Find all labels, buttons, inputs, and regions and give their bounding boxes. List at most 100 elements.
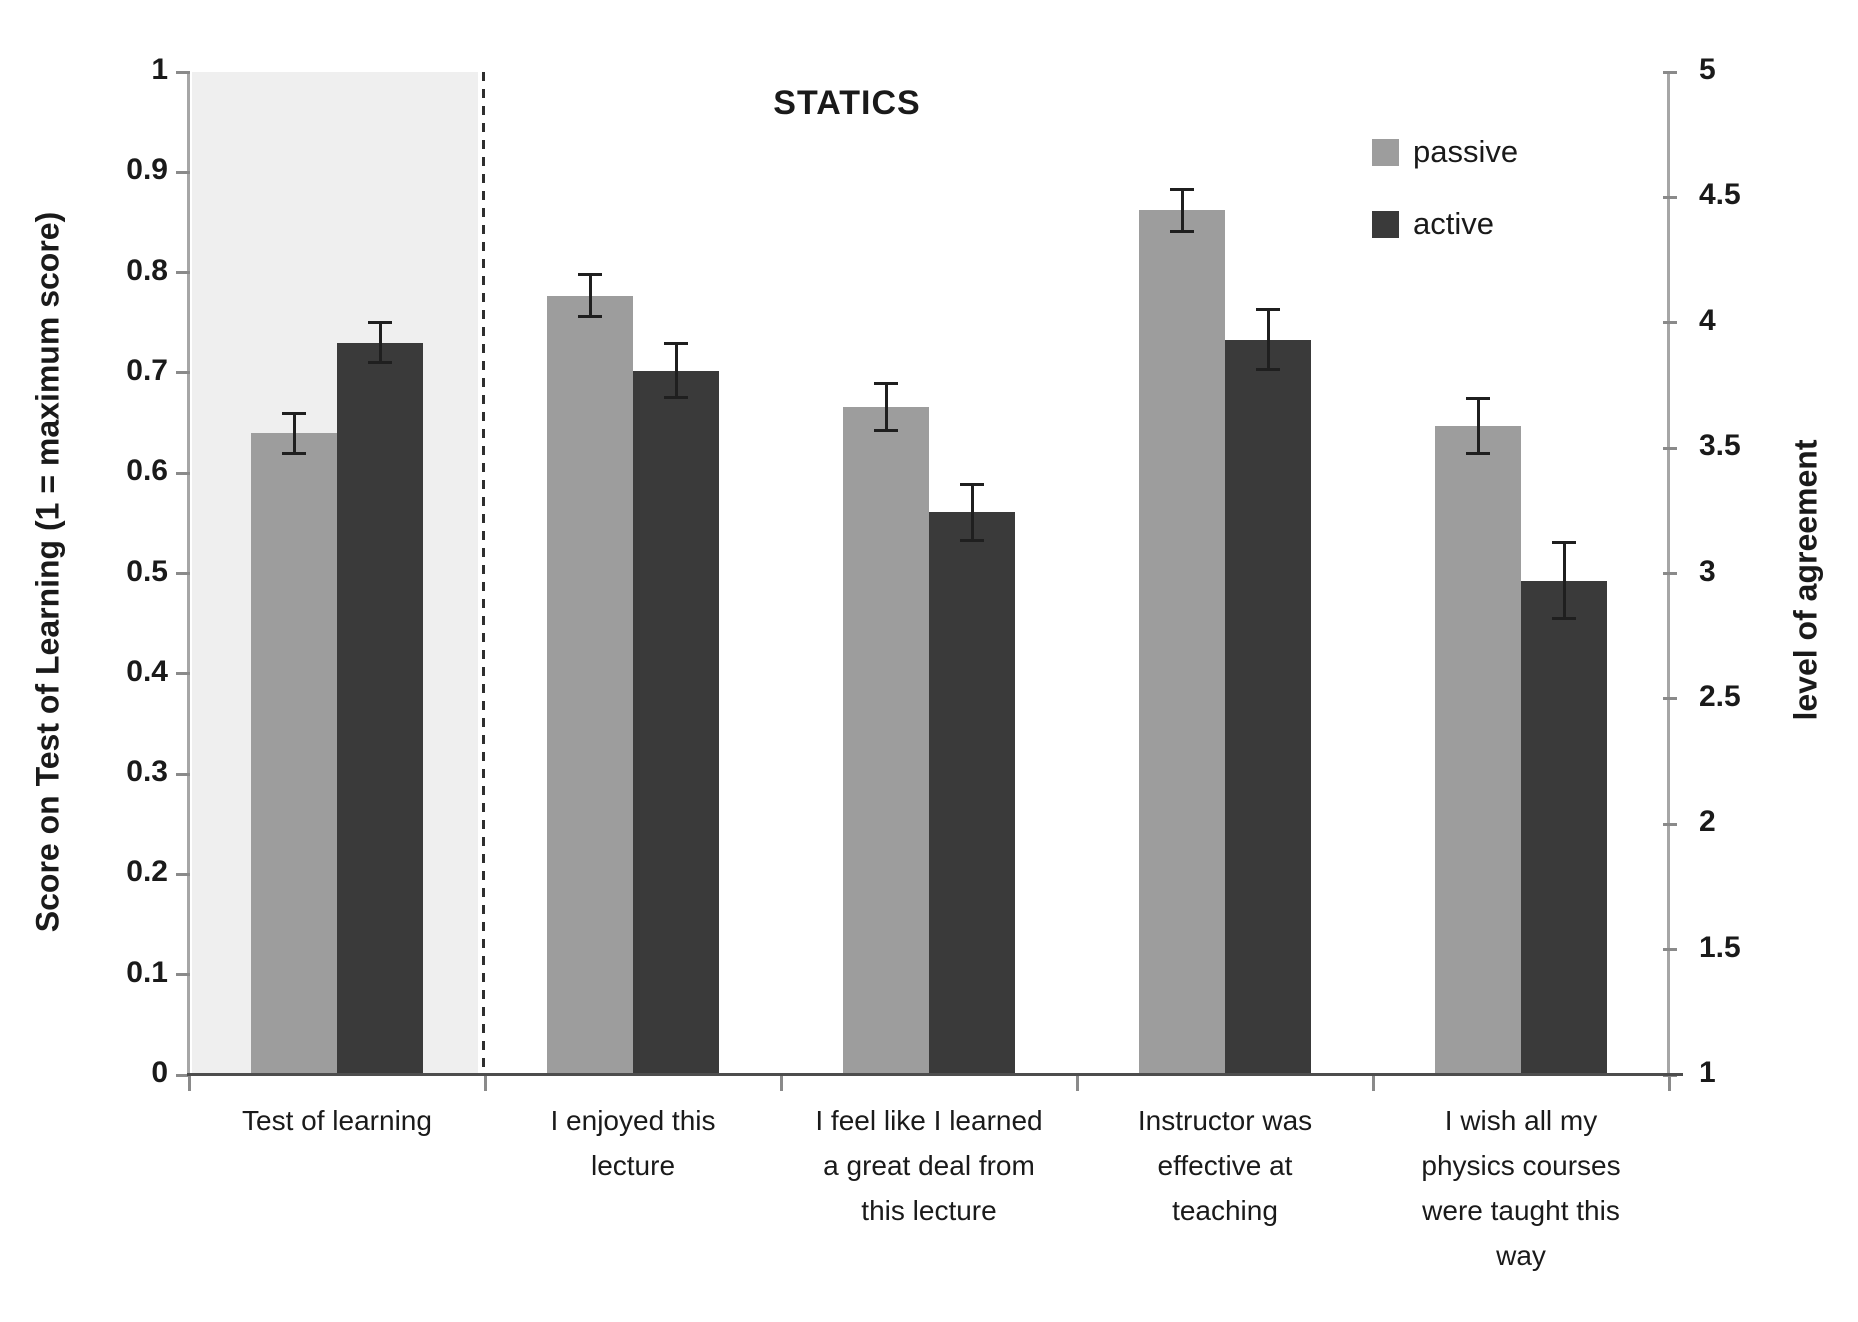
right-axis-tick-mark <box>1663 70 1677 74</box>
left-axis-tick-label: 0.6 <box>126 454 168 488</box>
bar-passive <box>1435 426 1521 1075</box>
error-bar-cap <box>664 342 688 346</box>
error-bar-cap <box>578 315 602 319</box>
x-axis-tick-mark <box>1075 1075 1079 1091</box>
right-axis-tick-mark <box>1663 948 1677 952</box>
passive-swatch-icon <box>1372 138 1399 166</box>
left-axis-tick-label: 0.3 <box>126 755 168 789</box>
right-axis-tick-label: 2 <box>1699 805 1716 839</box>
right-axis-tick-mark <box>1663 572 1677 575</box>
error-bar-cap <box>368 321 392 325</box>
left-axis-tick-label: 0.7 <box>126 353 168 387</box>
error-bar-cap <box>282 411 306 415</box>
x-axis-tick-mark <box>1667 1075 1671 1091</box>
legend: passive active <box>1372 134 1518 242</box>
error-bar-cap <box>874 428 898 432</box>
error-bar-cap <box>368 361 392 365</box>
right-axis-tick-label: 1 <box>1699 1056 1716 1089</box>
left-axis-tick-label: 0.1 <box>126 955 168 989</box>
bar-active <box>337 342 423 1075</box>
dashed-divider <box>482 72 485 1075</box>
left-axis-tick-label: 0.4 <box>126 654 168 688</box>
bar-active <box>1225 339 1311 1075</box>
right-axis-title: level of agreement <box>1787 439 1824 721</box>
left-axis-tick-label: 0.8 <box>126 253 168 287</box>
left-axis-tick-mark <box>176 371 190 375</box>
left-axis-tick-mark <box>176 872 190 876</box>
right-axis-tick-label: 4 <box>1699 303 1716 337</box>
category-label: Instructor was effective at teaching <box>1137 1105 1313 1226</box>
active-swatch-icon <box>1372 210 1399 238</box>
category-label: I enjoyed this lecture <box>550 1105 716 1181</box>
right-axis-tick-label: 1.5 <box>1699 930 1741 964</box>
error-bar-active <box>674 343 678 398</box>
right-axis-tick-label: 5 <box>1699 53 1716 86</box>
legend-item-active: active <box>1372 206 1518 242</box>
error-bar-active <box>970 484 974 541</box>
left-axis-tick-label: 0.5 <box>126 554 168 588</box>
legend-label-active: active <box>1413 206 1494 241</box>
right-axis-tick-mark <box>1663 195 1677 199</box>
left-axis-tick-mark <box>176 271 190 275</box>
error-bar-cap <box>960 482 984 486</box>
error-bar-cap <box>874 382 898 386</box>
x-axis-tick-mark <box>779 1075 783 1091</box>
bar-passive <box>1139 210 1225 1075</box>
x-axis-tick-mark <box>1371 1075 1375 1091</box>
right-axis-tick-mark <box>1663 822 1677 826</box>
right-axis-tick-mark <box>1663 697 1677 701</box>
bar-active <box>929 512 1015 1075</box>
category-label: Test of learning <box>242 1105 432 1136</box>
error-bar-cap <box>1552 617 1576 621</box>
left-axis-tick-mark <box>176 170 190 174</box>
left-axis-tick-label: 0 <box>151 1056 168 1089</box>
error-bar-active <box>1266 309 1270 370</box>
error-bar-passive <box>1476 398 1480 454</box>
bar-active <box>1521 580 1607 1075</box>
error-bar-cap <box>1552 540 1576 544</box>
left-axis-tick-mark <box>176 572 190 575</box>
x-axis-line <box>187 1073 1683 1076</box>
right-axis-tick-mark <box>1663 321 1677 325</box>
legend-label-passive: passive <box>1413 134 1519 169</box>
error-bar-active <box>378 322 382 363</box>
right-axis-tick-label: 3 <box>1699 554 1716 588</box>
error-bar-cap <box>578 273 602 277</box>
right-axis-tick-mark <box>1663 446 1677 450</box>
x-axis-tick-mark <box>483 1075 487 1091</box>
error-bar-passive <box>292 413 296 454</box>
category-label: I wish all my physics courses were taugh… <box>1421 1105 1621 1271</box>
error-bar-active <box>1562 542 1566 619</box>
left-axis-tick-mark <box>176 1073 190 1077</box>
left-axis-title: Score on Test of Learning (1 = maximum s… <box>29 211 66 933</box>
bar-passive <box>843 407 929 1075</box>
bar-passive <box>251 433 337 1075</box>
error-bar-cap <box>282 451 306 455</box>
error-bar-cap <box>1466 397 1490 401</box>
left-axis-tick-label: 1 <box>151 53 168 86</box>
legend-item-passive: passive <box>1372 134 1518 170</box>
chart-title: STATICS <box>773 84 921 122</box>
left-axis-tick-label: 0.9 <box>126 153 168 187</box>
error-bar-cap <box>1170 187 1194 191</box>
bar-active <box>633 370 719 1075</box>
left-axis-tick-mark <box>176 973 190 977</box>
x-axis-tick-mark <box>187 1075 191 1091</box>
bar-passive <box>547 295 633 1075</box>
left-axis-tick-mark <box>176 70 190 74</box>
right-axis-tick-label: 3.5 <box>1699 429 1741 463</box>
left-axis-tick-mark <box>176 471 190 475</box>
error-bar-cap <box>1256 308 1280 312</box>
error-bar-cap <box>960 538 984 542</box>
left-axis-tick-mark <box>176 772 190 776</box>
error-bar-cap <box>1466 451 1490 455</box>
right-axis-tick-label: 2.5 <box>1699 679 1741 713</box>
category-label: I feel like I learned a great deal from … <box>815 1105 1043 1226</box>
error-bar-cap <box>664 396 688 400</box>
error-bar-cap <box>1170 229 1194 233</box>
error-bar-passive <box>588 274 592 317</box>
error-bar-passive <box>884 383 888 431</box>
left-axis-tick-label: 0.2 <box>126 855 168 889</box>
error-bar-cap <box>1256 368 1280 372</box>
